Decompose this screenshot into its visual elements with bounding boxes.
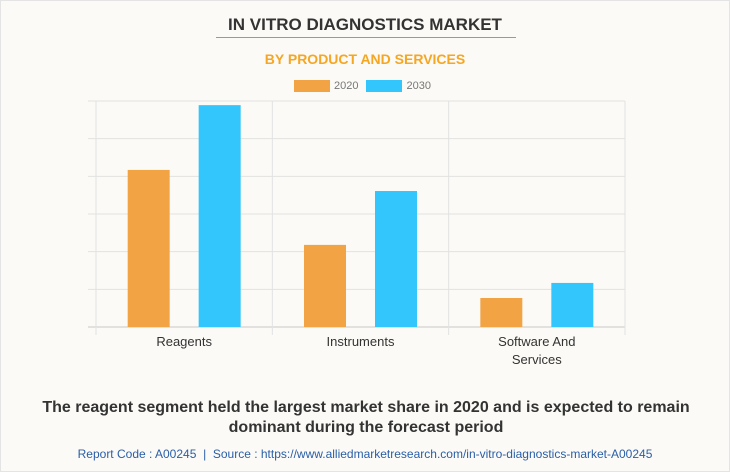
legend-label-2020[interactable]: 2020 [334, 80, 359, 92]
bar-2030-reagents [198, 105, 241, 327]
legend-swatch-2020 [294, 80, 330, 92]
x-tick-label: Software And Services [498, 334, 575, 367]
bar-2030-instruments [375, 191, 417, 327]
legend-label-2030[interactable]: 2030 [406, 80, 431, 92]
x-tick-label: Instruments [327, 334, 395, 349]
source-link[interactable]: Source : https://www.alliedmarketresearc… [212, 447, 653, 461]
bar-2020-reagents [127, 169, 170, 327]
legend-swatch-2030 [366, 80, 403, 92]
caption: The reagent segment held the largest mar… [42, 399, 690, 436]
bar-chart: Reagents Instruments Software And Services [88, 100, 626, 367]
bar-2030-software-and-services [551, 282, 594, 327]
chart-title: IN VITRO DIAGNOSTICS MARKET [228, 15, 502, 34]
legend: 2020 2030 [294, 80, 439, 92]
bar-2020-software-and-services [480, 297, 523, 327]
title-divider [216, 37, 516, 38]
footer-separator: | [203, 447, 207, 461]
chart-subtitle: BY PRODUCT AND SERVICES [264, 51, 466, 67]
footer: Report Code : A00245 | Source : https://… [1, 447, 729, 461]
report-code: Report Code : A00245 [77, 447, 197, 461]
bar-2020-instruments [304, 244, 346, 327]
x-tick-label: Reagents [156, 334, 212, 349]
